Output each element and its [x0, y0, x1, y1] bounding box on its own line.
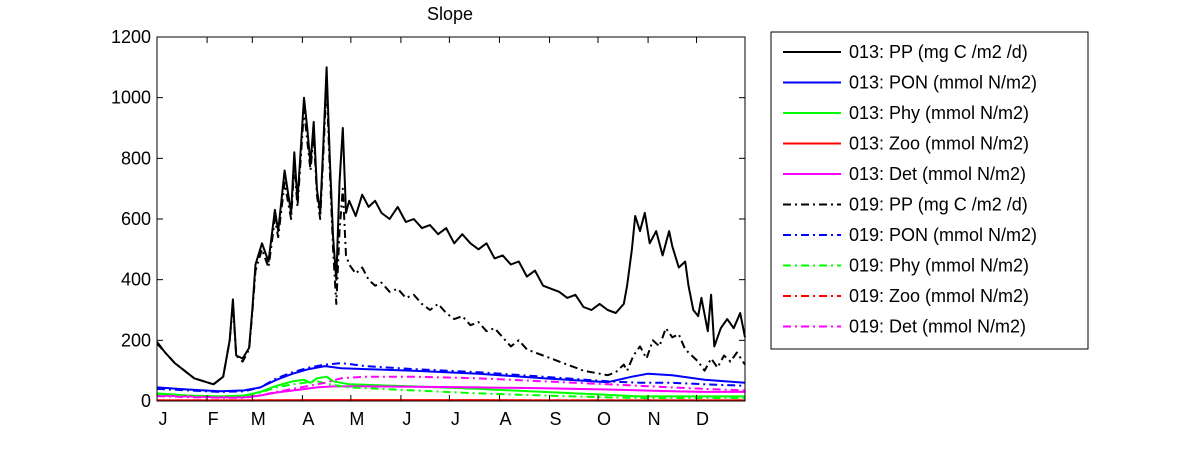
series-line-5 — [156, 385, 745, 399]
legend-label-5: 013: Det (mmol N/m2) — [849, 164, 1026, 184]
x-tick-label: J — [402, 409, 411, 429]
x-tick-label: M — [349, 409, 364, 429]
y-tick-label: 800 — [121, 148, 151, 168]
legend-label-1: 013: PP (mg C /m2 /d) — [849, 42, 1028, 62]
legend-label-2: 013: PON (mmol N/m2) — [849, 73, 1037, 93]
x-tick-label: A — [302, 409, 314, 429]
series-line-1 — [156, 66, 746, 386]
y-tick-label: 400 — [121, 270, 151, 290]
legend-label-4: 013: Zoo (mmol N/m2) — [849, 134, 1029, 154]
chart-title: Slope — [427, 4, 473, 24]
x-tick-label: F — [208, 409, 219, 429]
legend-label-7: 019: PON (mmol N/m2) — [849, 225, 1037, 245]
y-tick-label: 1000 — [111, 88, 151, 108]
x-tick-label: J — [451, 409, 460, 429]
legend-label-10: 019: Det (mmol N/m2) — [849, 317, 1026, 337]
legend-label-9: 019: Zoo (mmol N/m2) — [849, 286, 1029, 306]
legend-label-8: 019: Phy (mmol N/m2) — [849, 256, 1029, 276]
y-tick-label: 200 — [121, 330, 151, 350]
legend-label-6: 019: PP (mg C /m2 /d) — [849, 195, 1028, 215]
y-tick-label: 600 — [121, 209, 151, 229]
x-tick-label: A — [499, 409, 511, 429]
x-tick-label: M — [251, 409, 266, 429]
x-tick-label: D — [696, 409, 709, 429]
series-line-6 — [156, 81, 746, 386]
x-tick-label: J — [159, 409, 168, 429]
legend-label-3: 013: Phy (mmol N/m2) — [849, 103, 1029, 123]
series-line-7 — [156, 362, 746, 393]
x-tick-label: O — [597, 409, 611, 429]
x-tick-label: N — [648, 409, 661, 429]
y-tick-label: 1200 — [111, 27, 151, 47]
legend: 013: PP (mg C /m2 /d) 013: PON (mmol N/m2… — [770, 31, 1089, 350]
x-tick-label: S — [550, 409, 562, 429]
y-tick-label: 0 — [141, 391, 151, 411]
plot-area — [157, 37, 745, 401]
series-line-10 — [156, 375, 746, 399]
